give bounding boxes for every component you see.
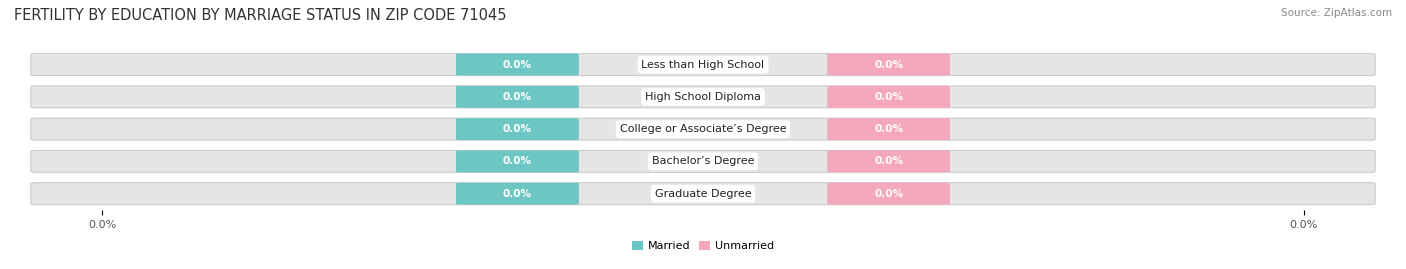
Legend: Married, Unmarried: Married, Unmarried <box>627 236 779 256</box>
Text: College or Associate’s Degree: College or Associate’s Degree <box>620 124 786 134</box>
Text: 0.0%: 0.0% <box>875 156 903 167</box>
FancyBboxPatch shape <box>827 183 950 205</box>
FancyBboxPatch shape <box>827 54 950 76</box>
Text: 0.0%: 0.0% <box>875 59 903 70</box>
FancyBboxPatch shape <box>456 150 579 172</box>
FancyBboxPatch shape <box>456 183 579 205</box>
Text: 0.0%: 0.0% <box>875 189 903 199</box>
Text: Bachelor’s Degree: Bachelor’s Degree <box>652 156 754 167</box>
Text: Source: ZipAtlas.com: Source: ZipAtlas.com <box>1281 8 1392 18</box>
FancyBboxPatch shape <box>827 150 950 172</box>
FancyBboxPatch shape <box>31 150 1375 172</box>
Text: High School Diploma: High School Diploma <box>645 92 761 102</box>
Text: FERTILITY BY EDUCATION BY MARRIAGE STATUS IN ZIP CODE 71045: FERTILITY BY EDUCATION BY MARRIAGE STATU… <box>14 8 506 23</box>
Text: Graduate Degree: Graduate Degree <box>655 189 751 199</box>
FancyBboxPatch shape <box>456 86 579 108</box>
Text: 0.0%: 0.0% <box>503 59 531 70</box>
FancyBboxPatch shape <box>456 54 579 76</box>
FancyBboxPatch shape <box>456 118 579 140</box>
Text: 0.0%: 0.0% <box>875 124 903 134</box>
Text: 0.0%: 0.0% <box>503 189 531 199</box>
Text: Less than High School: Less than High School <box>641 59 765 70</box>
FancyBboxPatch shape <box>31 183 1375 205</box>
Text: 0.0%: 0.0% <box>503 124 531 134</box>
Text: 0.0%: 0.0% <box>875 92 903 102</box>
FancyBboxPatch shape <box>31 54 1375 76</box>
FancyBboxPatch shape <box>31 118 1375 140</box>
Text: 0.0%: 0.0% <box>503 92 531 102</box>
FancyBboxPatch shape <box>827 118 950 140</box>
FancyBboxPatch shape <box>31 86 1375 108</box>
FancyBboxPatch shape <box>827 86 950 108</box>
Text: 0.0%: 0.0% <box>503 156 531 167</box>
